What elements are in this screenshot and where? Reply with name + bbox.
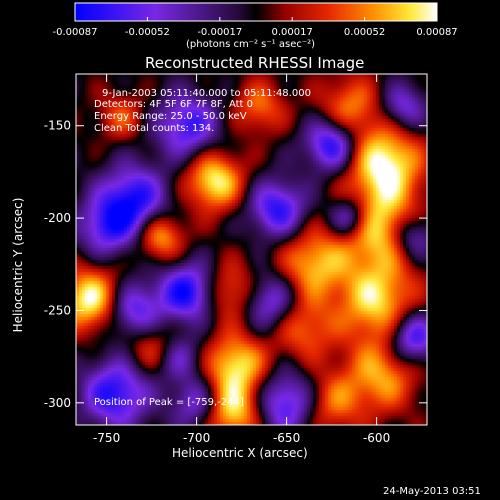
y-tick-label: -200	[44, 211, 71, 225]
x-tick-label: -650	[273, 431, 300, 445]
y-axis-label: Heliocentric Y (arcsec)	[11, 197, 25, 333]
x-tick-label: -600	[363, 431, 390, 445]
plot-frame	[75, 73, 428, 426]
overlay-energy: Energy Range: 25.0 - 50.0 keV	[94, 111, 247, 122]
footer-date: 24-May-2013 03:51	[383, 486, 481, 497]
colorbar-border	[74, 2, 438, 22]
colorbar	[75, 3, 437, 21]
colorbar-tick-label: -0.00017	[197, 27, 242, 38]
x-tick-label: -700	[183, 431, 210, 445]
colorbar-axis: -0.00087 -0.00052 -0.00017 0.00017 0.00052 0.…	[53, 2, 458, 38]
overlay-method-counts: Clean Total counts: 134.	[94, 123, 215, 134]
colorbar-tick-label: 0.00052	[344, 27, 385, 38]
colorbar-tick-label: 0.00017	[272, 27, 313, 38]
y-tick-label: -300	[44, 396, 71, 410]
overlay-peak-position: Position of Peak = [-759,-244]	[94, 397, 244, 408]
y-tick-label: -150	[44, 119, 71, 133]
overlay-time-range: 9-Jan-2003 05:11:40.000 to 05:11:48.000	[102, 88, 311, 99]
colorbar-tick-label: 0.00087	[416, 27, 457, 38]
chart-title: Reconstructed RHESSI Image	[145, 54, 365, 72]
y-tick-label: -250	[44, 303, 71, 317]
heatmap-image	[76, 74, 427, 425]
x-axis-label: Heliocentric X (arcsec)	[172, 446, 308, 460]
colorbar-unit-label: (photons cm⁻² s⁻¹ asec⁻²)	[186, 39, 316, 50]
colorbar-tick-label: -0.00052	[125, 27, 170, 38]
colorbar-tick-label: -0.00087	[53, 27, 98, 38]
x-tick-label: -750	[93, 431, 120, 445]
overlay-detectors: Detectors: 4F 5F 6F 7F 8F, Att 0	[94, 99, 254, 110]
